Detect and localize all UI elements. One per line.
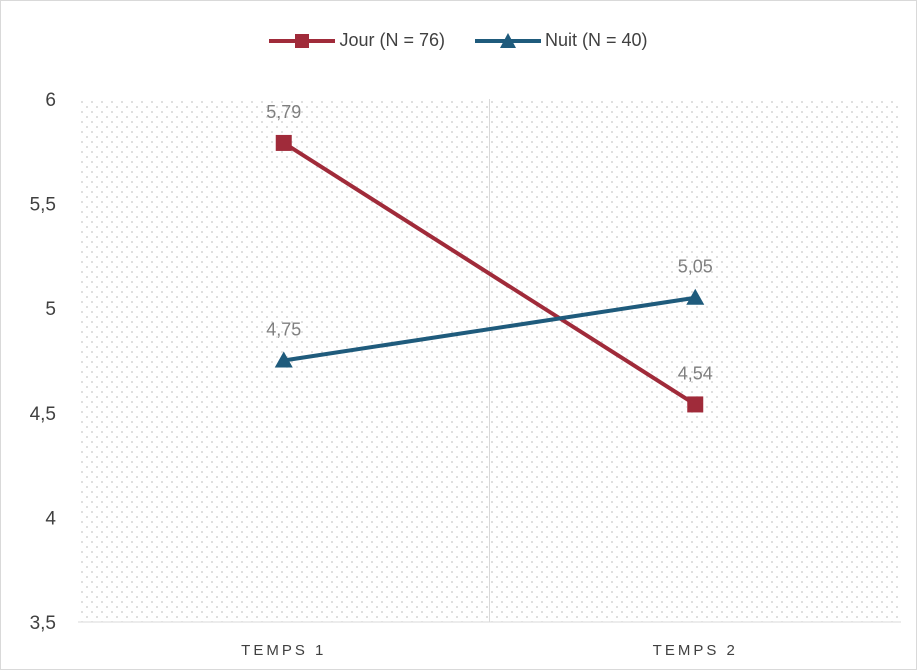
series-line-nuit	[283, 295, 696, 363]
data-label-jour: 5,79	[266, 102, 301, 122]
legend-item-jour: Jour (N = 76)	[269, 30, 445, 51]
y-tick-label: 5,5	[30, 195, 56, 216]
data-point-jour	[275, 134, 292, 151]
x-tick-label: TEMPS 2	[653, 642, 738, 659]
y-axis-ticks: 3,5 4 4,5 5 5,5 6	[30, 90, 57, 634]
y-tick-label: 4	[45, 508, 56, 529]
y-tick-label: 3,5	[30, 613, 56, 634]
data-point-nuit	[274, 351, 293, 368]
legend-label-nuit: Nuit (N = 40)	[545, 30, 648, 50]
data-point-nuit	[686, 288, 705, 305]
data-point-jour	[687, 396, 704, 413]
series-group	[274, 134, 705, 413]
y-tick-label: 6	[45, 90, 56, 111]
data-label-jour: 4,54	[678, 363, 713, 383]
legend-swatch-jour	[269, 33, 336, 48]
x-axis-ticks: TEMPS 1 TEMPS 2	[241, 642, 738, 659]
y-tick-label: 4,5	[30, 404, 56, 425]
y-tick-label: 5	[45, 299, 56, 320]
data-labels: 5,79 4,54 4,75 5,05	[266, 102, 713, 384]
legend: Jour (N = 76) Nuit (N = 40)	[0, 30, 917, 51]
legend-item-nuit: Nuit (N = 40)	[475, 30, 648, 51]
data-label-nuit: 4,75	[266, 320, 301, 340]
series-line-jour	[282, 141, 697, 407]
legend-label-jour: Jour (N = 76)	[339, 30, 445, 50]
legend-swatch-nuit	[475, 32, 541, 48]
data-label-nuit: 5,05	[678, 257, 713, 277]
x-tick-label: TEMPS 1	[241, 642, 326, 659]
